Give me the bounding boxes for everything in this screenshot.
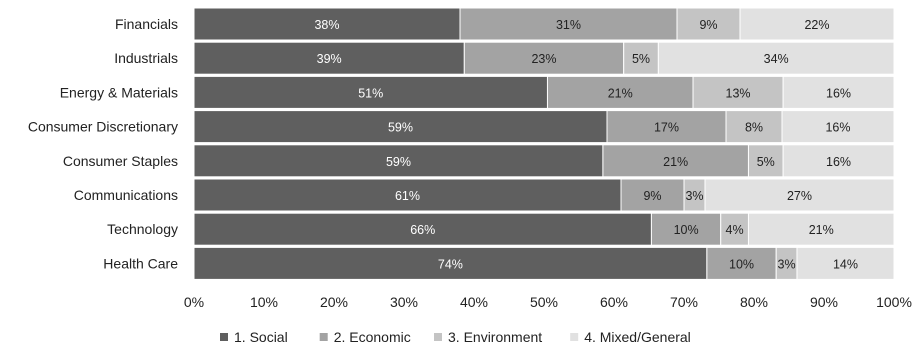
category-label: Financials [115, 16, 178, 32]
legend-label: 2. Economic [334, 329, 411, 345]
legend: 1. Social 2. Economic 3. Environment 4. Mix… [220, 329, 691, 345]
data-label: 23% [531, 52, 556, 66]
bar-segment [747, 212, 895, 246]
data-label: 34% [764, 52, 789, 66]
bar-segment [193, 178, 622, 212]
legend-label: 4. Mixed/General [584, 329, 691, 345]
data-label: 10% [729, 257, 754, 271]
data-label: 14% [833, 257, 858, 271]
bar-segment [193, 75, 548, 109]
data-label: 13% [726, 86, 751, 100]
bar-segment [193, 110, 608, 144]
x-tick-label: 40% [460, 294, 488, 310]
data-label: 39% [317, 52, 342, 66]
category-labels: Financials Industrials Energy & Materials C… [28, 16, 178, 271]
x-tick-label: 60% [600, 294, 628, 310]
bar-segment [620, 178, 685, 212]
data-label: 9% [699, 18, 717, 32]
data-label: 16% [826, 155, 851, 169]
bar-segment [602, 144, 749, 178]
data-label: 74% [438, 257, 463, 271]
bar-segment [650, 212, 722, 246]
legend-label: 1. Social [234, 329, 288, 345]
legend-label: 3. Environment [448, 329, 542, 345]
x-tick-label: 10% [250, 294, 278, 310]
x-tick-label: 20% [320, 294, 348, 310]
data-label: 3% [685, 189, 703, 203]
data-label: 21% [608, 86, 633, 100]
bar-segment [739, 7, 895, 41]
legend-swatch [220, 333, 228, 341]
data-label: 22% [804, 18, 829, 32]
bar-segment [782, 144, 895, 178]
legend-swatch [570, 333, 579, 341]
data-label: 9% [643, 189, 661, 203]
category-label: Health Care [103, 255, 178, 271]
bar-segment [706, 246, 777, 280]
data-label: 17% [654, 121, 679, 135]
bar-segment [704, 178, 895, 212]
bar-segment [463, 41, 625, 75]
bar-segment [193, 41, 465, 75]
x-tick-label: 80% [740, 294, 768, 310]
data-label: 8% [745, 121, 763, 135]
data-label: 38% [314, 18, 339, 32]
data-label: 27% [787, 189, 812, 203]
x-tick-label: 70% [670, 294, 698, 310]
data-label: 5% [632, 52, 650, 66]
bar-segment [676, 7, 741, 41]
data-label: 66% [410, 223, 435, 237]
bar-segment [546, 75, 694, 109]
data-label: 10% [674, 223, 699, 237]
x-tick-label: 30% [390, 294, 418, 310]
x-tick-label: 0% [184, 294, 204, 310]
data-label: 5% [757, 155, 775, 169]
data-label: 59% [388, 121, 413, 135]
x-tick-label: 100% [876, 294, 912, 310]
x-axis-ticks: 0% 10% 20% 30% 40% 50% 60% 70% 80% 90% 100% [184, 294, 912, 310]
data-label: 21% [663, 155, 688, 169]
category-label: Energy & Materials [60, 84, 178, 100]
category-label: Communications [74, 187, 178, 203]
bar-segment [747, 144, 784, 178]
data-label: 21% [809, 223, 834, 237]
bar-segment [193, 212, 652, 246]
data-label: 61% [395, 189, 420, 203]
bar-segment [781, 110, 895, 144]
data-label: 16% [826, 86, 851, 100]
data-label: 51% [358, 86, 383, 100]
data-label: 16% [825, 121, 850, 135]
bar-segment [657, 41, 895, 75]
bar-segment [193, 144, 604, 178]
legend-swatch [434, 333, 442, 341]
category-label: Industrials [114, 50, 178, 66]
category-label: Consumer Staples [63, 153, 178, 169]
data-label: 59% [386, 155, 411, 169]
category-label: Technology [107, 221, 178, 237]
bar-segment [623, 41, 659, 75]
x-tick-label: 90% [810, 294, 838, 310]
bar-segment [193, 7, 461, 41]
bar-segment [720, 212, 749, 246]
bar-segment [782, 75, 895, 109]
bars-group: 38% 31% 9% 22% 39% 23% 5% 34% 51% 21% 13% 16% 59% 17%… [193, 7, 895, 280]
data-label: 4% [726, 223, 744, 237]
x-tick-label: 50% [530, 294, 558, 310]
bar-segment [606, 110, 727, 144]
bar-segment [459, 7, 678, 41]
category-label: Consumer Discretionary [28, 119, 178, 135]
bar-segment [796, 246, 895, 280]
legend-swatch [319, 333, 328, 341]
data-label: 31% [556, 18, 581, 32]
data-label: 3% [778, 257, 796, 271]
